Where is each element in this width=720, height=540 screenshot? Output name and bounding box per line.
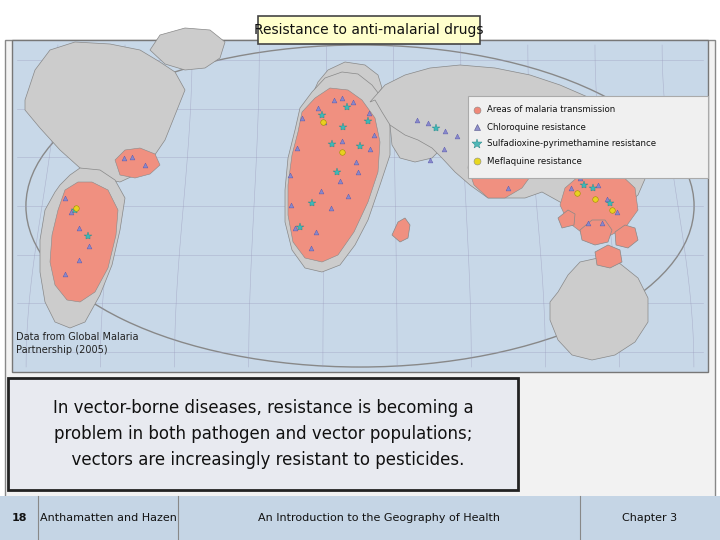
Polygon shape (580, 220, 612, 245)
FancyBboxPatch shape (8, 378, 518, 490)
Text: Sulfadioxine-pyrimethamine resistance: Sulfadioxine-pyrimethamine resistance (487, 139, 656, 148)
Text: Chloroquine resistance: Chloroquine resistance (487, 123, 586, 132)
Text: 18: 18 (12, 513, 27, 523)
FancyBboxPatch shape (258, 16, 480, 44)
Text: Areas of malaria transmission: Areas of malaria transmission (487, 105, 616, 114)
Polygon shape (558, 210, 575, 228)
Text: Meflaquine resistance: Meflaquine resistance (487, 157, 582, 165)
Polygon shape (615, 225, 638, 248)
FancyBboxPatch shape (5, 40, 715, 505)
Polygon shape (560, 168, 638, 238)
Polygon shape (285, 72, 390, 272)
Polygon shape (50, 182, 118, 302)
Polygon shape (390, 100, 450, 162)
Polygon shape (595, 245, 622, 268)
Polygon shape (115, 148, 160, 178)
Polygon shape (288, 88, 380, 262)
Text: Resistance to anti-malarial drugs: Resistance to anti-malarial drugs (254, 23, 484, 37)
Polygon shape (392, 218, 410, 242)
Polygon shape (550, 258, 648, 360)
Text: Chapter 3: Chapter 3 (622, 513, 678, 523)
Polygon shape (25, 42, 185, 182)
Polygon shape (40, 168, 125, 328)
FancyBboxPatch shape (0, 496, 720, 540)
Polygon shape (468, 122, 538, 198)
FancyBboxPatch shape (12, 40, 708, 372)
Text: An Introduction to the Geography of Health: An Introduction to the Geography of Heal… (258, 513, 500, 523)
Ellipse shape (26, 45, 694, 367)
Polygon shape (150, 28, 225, 70)
Polygon shape (618, 122, 638, 145)
FancyBboxPatch shape (468, 96, 708, 178)
Text: In vector-borne diseases, resistance is becoming a
problem in both pathogen and : In vector-borne diseases, resistance is … (53, 399, 473, 469)
Text: Anthamatten and Hazen: Anthamatten and Hazen (40, 513, 176, 523)
Polygon shape (310, 62, 382, 114)
Text: Data from Global Malaria
Partnership (2005): Data from Global Malaria Partnership (20… (16, 332, 138, 355)
Polygon shape (370, 65, 648, 215)
